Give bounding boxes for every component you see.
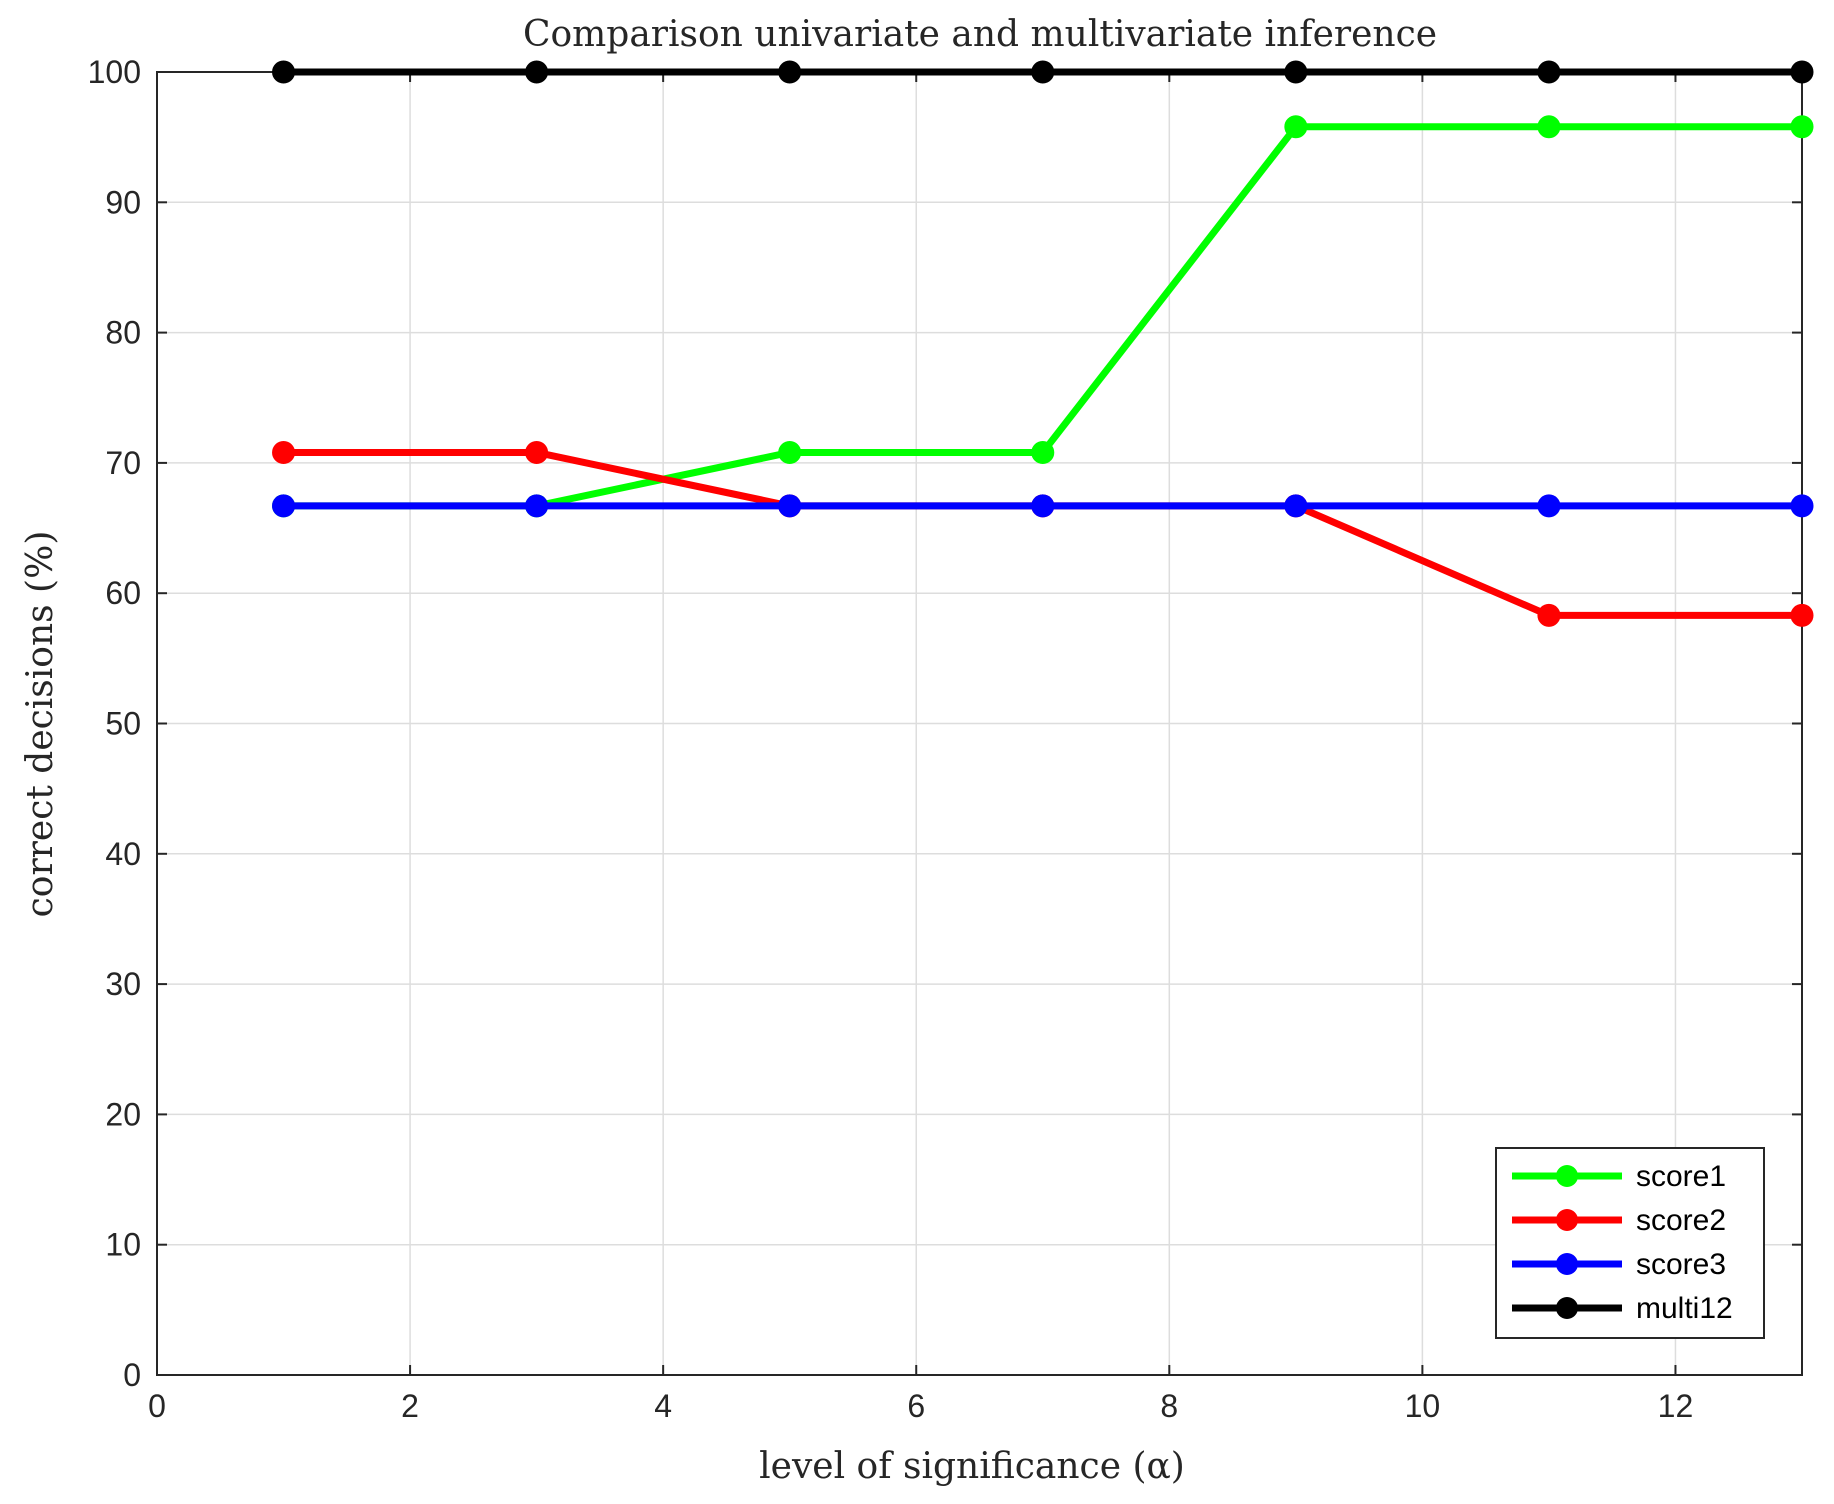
grid: [157, 72, 1802, 1375]
y-tick-label: 40: [105, 836, 141, 872]
data-point-score1: [1031, 440, 1055, 464]
legend-marker-score1: [1556, 1165, 1578, 1187]
tick-labels: 0 2 4 6 8 10 12 0 10 20 30 40 50 60 70 80 90 100: [88, 54, 1694, 1424]
legend-label-score3: score3: [1636, 1248, 1726, 1281]
data-point-score3: [1284, 494, 1308, 518]
series-lines: [272, 60, 1814, 627]
y-tick-label: 100: [88, 54, 141, 90]
data-point-score2: [1537, 603, 1561, 627]
y-tick-label: 30: [105, 966, 141, 1002]
x-tick-label: 8: [1160, 1388, 1178, 1424]
legend-label-score2: score2: [1636, 1204, 1726, 1237]
data-point-score3: [272, 494, 296, 518]
x-tick-label: 4: [654, 1388, 672, 1424]
data-point-score2: [272, 440, 296, 464]
data-point-multi12: [778, 60, 802, 84]
legend-label-score1: score1: [1636, 1160, 1726, 1193]
y-tick-label: 70: [105, 445, 141, 481]
data-point-score1: [778, 440, 802, 464]
data-point-score3: [1031, 494, 1055, 518]
data-point-multi12: [1790, 60, 1814, 84]
y-tick-label: 50: [105, 706, 141, 742]
y-tick-label: 80: [105, 315, 141, 351]
data-point-multi12: [1284, 60, 1308, 84]
data-point-multi12: [1537, 60, 1561, 84]
x-tick-label: 2: [401, 1388, 419, 1424]
legend-marker-score3: [1556, 1253, 1578, 1275]
data-point-score1: [1284, 115, 1308, 139]
data-point-multi12: [272, 60, 296, 84]
x-tick-label: 12: [1658, 1388, 1694, 1424]
data-point-multi12: [1031, 60, 1055, 84]
x-tick-label: 0: [148, 1388, 166, 1424]
y-tick-label: 90: [105, 184, 141, 220]
y-tick-label: 10: [105, 1227, 141, 1263]
y-tick-label: 0: [123, 1357, 141, 1393]
data-point-score1: [1790, 115, 1814, 139]
data-point-score1: [1537, 115, 1561, 139]
legend-marker-score2: [1556, 1209, 1578, 1231]
y-tick-label: 60: [105, 575, 141, 611]
chart-title: Comparison univariate and multivariate i…: [523, 14, 1437, 55]
data-point-score2: [1790, 603, 1814, 627]
y-tick-label: 20: [105, 1096, 141, 1132]
legend-label-multi12: multi12: [1636, 1292, 1733, 1325]
x-axis-label: level of significance (α): [759, 1446, 1185, 1487]
data-point-score3: [525, 494, 549, 518]
data-point-multi12: [525, 60, 549, 84]
x-tick-label: 6: [907, 1388, 925, 1424]
legend: score1 score2 score3 multi12: [1495, 1147, 1765, 1339]
legend-marker-multi12: [1556, 1297, 1578, 1319]
x-tick-label: 10: [1405, 1388, 1441, 1424]
data-point-score3: [1790, 494, 1814, 518]
data-point-score2: [525, 440, 549, 464]
y-axis-label: correct decisions (%): [20, 531, 61, 918]
data-point-score3: [778, 494, 802, 518]
data-point-score3: [1537, 494, 1561, 518]
